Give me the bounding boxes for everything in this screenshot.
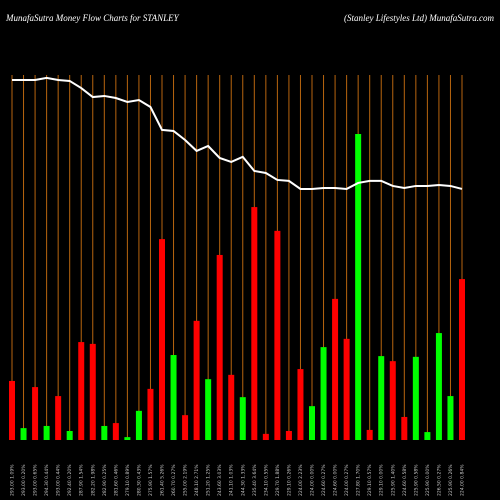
bar — [332, 298, 339, 440]
bar — [401, 416, 408, 440]
bar — [378, 356, 385, 440]
x-tick-label: 224.00 0.27% — [344, 464, 350, 496]
x-tick-label: 275.90 1.57% — [148, 464, 154, 496]
x-tick-label: 261.40 5.26% — [160, 464, 166, 496]
bar — [285, 431, 292, 440]
bar — [297, 369, 304, 440]
x-tick-label: 251.20 1.25% — [206, 464, 212, 496]
bar — [32, 387, 39, 440]
bar — [228, 374, 235, 440]
chart-subtitle: (Stanley Lifestyles Ltd) MunafaSutra.com — [344, 13, 494, 23]
x-tick-label: 224.00 0.84% — [460, 464, 466, 496]
x-tick-label: 234.10 0.55% — [263, 464, 269, 496]
bar — [320, 347, 327, 440]
bar — [216, 254, 223, 440]
bar — [182, 415, 189, 440]
bar — [459, 279, 465, 440]
x-tick-label: 229.10 0.26% — [286, 464, 292, 496]
price-line — [12, 76, 463, 190]
x-tick-label: 255.00 2.19% — [183, 464, 189, 496]
bar — [89, 343, 96, 440]
x-tick-label: 293.00 0.65% — [33, 464, 39, 496]
x-tick-label: 235.40 3.64% — [252, 464, 258, 496]
bar — [20, 428, 27, 440]
x-tick-label: 224.60 0.00% — [333, 464, 339, 496]
bar — [78, 342, 85, 440]
x-tick-label: 243.60 3.03% — [217, 464, 223, 496]
chart-title: MunafaSutra Money Flow Charts for STANLE… — [5, 13, 180, 23]
bar — [309, 406, 315, 440]
bar — [193, 320, 200, 440]
bar — [101, 425, 108, 440]
bar — [262, 433, 269, 440]
x-tick-label: 280.30 0.43% — [136, 464, 142, 496]
x-tick-label: 224.60 0.58% — [402, 464, 408, 496]
bar — [43, 425, 50, 440]
x-tick-label: 229.70 1.88% — [275, 464, 281, 496]
x-tick-label: 281.60 0.46% — [113, 464, 119, 496]
x-tick-label: 292.40 0.20% — [67, 464, 73, 496]
x-tick-label: 225.90 0.26% — [448, 464, 454, 496]
x-tick-label: 293.00 0.20% — [21, 464, 27, 496]
bar — [274, 230, 281, 440]
x-tick-label: 282.20 1.98% — [90, 464, 96, 496]
bar — [343, 338, 350, 440]
bar — [435, 333, 442, 440]
x-tick-label: 293.00 0.44% — [56, 464, 62, 496]
bar — [389, 361, 396, 440]
bar — [447, 396, 454, 440]
x-tick-label: 293.00 1.09% — [10, 464, 16, 496]
bar — [424, 432, 431, 440]
bar — [239, 397, 246, 440]
bar — [66, 431, 73, 440]
bar — [355, 134, 362, 440]
bar — [205, 379, 212, 440]
x-tick-label: 224.00 2.23% — [298, 464, 304, 496]
bar — [251, 207, 258, 440]
x-tick-label: 229.10 0.00% — [379, 464, 385, 496]
bar — [147, 388, 154, 440]
x-tick-label: 282.90 0.25% — [102, 464, 108, 496]
x-tick-label: 294.30 0.44% — [44, 464, 50, 496]
bar — [9, 380, 15, 440]
x-tick-label: 260.70 0.27% — [171, 464, 177, 496]
x-tick-label: 287.90 1.54% — [79, 464, 85, 496]
bar — [135, 410, 142, 440]
x-tick-label: 226.50 0.27% — [436, 464, 442, 496]
x-tick-label: 248.10 2.71% — [194, 464, 200, 496]
x-tick-label: 224.60 0.27% — [321, 464, 327, 496]
bar — [55, 396, 62, 440]
bar — [159, 239, 165, 440]
bar — [112, 423, 119, 440]
x-tick-label: 241.10 1.03% — [229, 464, 235, 496]
x-tick-label: 227.80 1.70% — [356, 464, 362, 496]
x-tick-label: 225.90 0.00% — [425, 464, 431, 496]
x-tick-label: 279.10 0.89% — [125, 464, 131, 496]
bar — [412, 356, 419, 440]
bar — [124, 437, 131, 440]
x-tick-label: 225.90 1.40% — [390, 464, 396, 496]
x-tick-label: 225.90 0.58% — [413, 464, 419, 496]
x-tick-label: 244.30 1.33% — [240, 464, 246, 496]
bar — [170, 355, 177, 440]
bar — [366, 429, 373, 440]
x-tick-label: 224.00 0.00% — [310, 464, 316, 496]
x-tick-label: 229.10 0.57% — [367, 464, 373, 496]
